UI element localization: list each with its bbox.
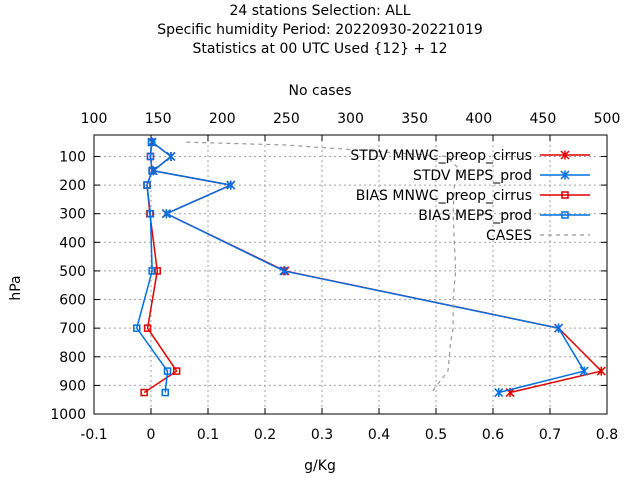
legend-label: BIAS MEPS_prod [418,208,532,224]
series-point [147,138,156,146]
x2-tick-label: 350 [401,111,428,127]
series-point [148,167,156,175]
y-tick-label: 100 [59,149,86,165]
series-point [279,266,289,276]
legend-label: STDV MNWC_preop_cirrus [350,148,532,164]
legend-marker [560,150,570,160]
legend-label: CASES [486,228,532,244]
series-point [148,267,156,275]
y-tick-label: 500 [59,264,86,280]
series-point [146,152,155,161]
chart-title-line-2: Specific humidity Period: 20220930-20221… [157,22,483,38]
x-axis-label: g/Kg [304,458,336,474]
series-point [143,181,151,189]
series-point [166,151,176,161]
series-point [554,323,564,333]
x-tick-label: 0.5 [425,427,447,443]
series-point [172,367,181,375]
legend-marker [561,211,569,219]
series-point [579,366,589,376]
series-point [596,366,606,376]
x2-tick-label: 200 [209,111,236,127]
y-tick-label: 900 [59,378,86,394]
series-line-4 [186,141,462,393]
y-tick-label: 200 [59,178,86,194]
x2-tick-label: 150 [145,111,172,127]
x-tick-label: 0.6 [482,427,504,443]
series-line-0 [151,141,603,394]
x-tick-label: -0.1 [80,427,107,443]
legend-marker [560,170,570,180]
series-point [153,267,162,275]
x-tick-label: 0.1 [197,427,219,443]
x2-tick-label: 100 [81,111,108,127]
series-point [161,209,171,219]
x-tick-label: 0.2 [254,427,276,443]
legend-label: STDV MEPS_prod [413,168,532,184]
series-point [161,388,169,397]
x-tick-label: 0 [147,427,156,443]
x2-tick-label: 250 [273,111,300,127]
series-point [143,324,152,332]
y-tick-label: 800 [59,350,86,366]
y-tick-label: 1000 [50,407,86,423]
y-tick-label: 400 [59,235,86,251]
x-tick-label: 0.4 [368,427,390,443]
legend-marker [561,191,569,199]
x2-axis-label: No cases [288,83,352,99]
y-tick-label: 300 [59,207,86,223]
series-point [133,324,141,332]
x2-tick-label: 500 [594,111,621,127]
x-tick-label: 0.8 [596,427,618,443]
chart-title-line-3: Statistics at 00 UTC Used {12} + 12 [192,41,448,57]
series-point [226,180,236,190]
series-point [163,367,172,375]
y-tick-label: 600 [59,293,86,309]
x-tick-label: 0.3 [311,427,333,443]
x-tick-label: 0.7 [539,427,561,443]
x2-tick-label: 450 [530,111,557,127]
x2-tick-label: 400 [465,111,492,127]
series-point [140,388,148,397]
plot-frame [93,134,608,415]
series-point [494,388,504,398]
chart-title-line-1: 24 stations Selection: ALL [229,3,411,19]
legend-label: BIAS MNWC_preop_cirrus [356,188,532,204]
x2-tick-label: 300 [337,111,364,127]
series-line-3 [135,142,169,393]
series-point [146,209,155,218]
y-tick-label: 700 [59,321,86,337]
